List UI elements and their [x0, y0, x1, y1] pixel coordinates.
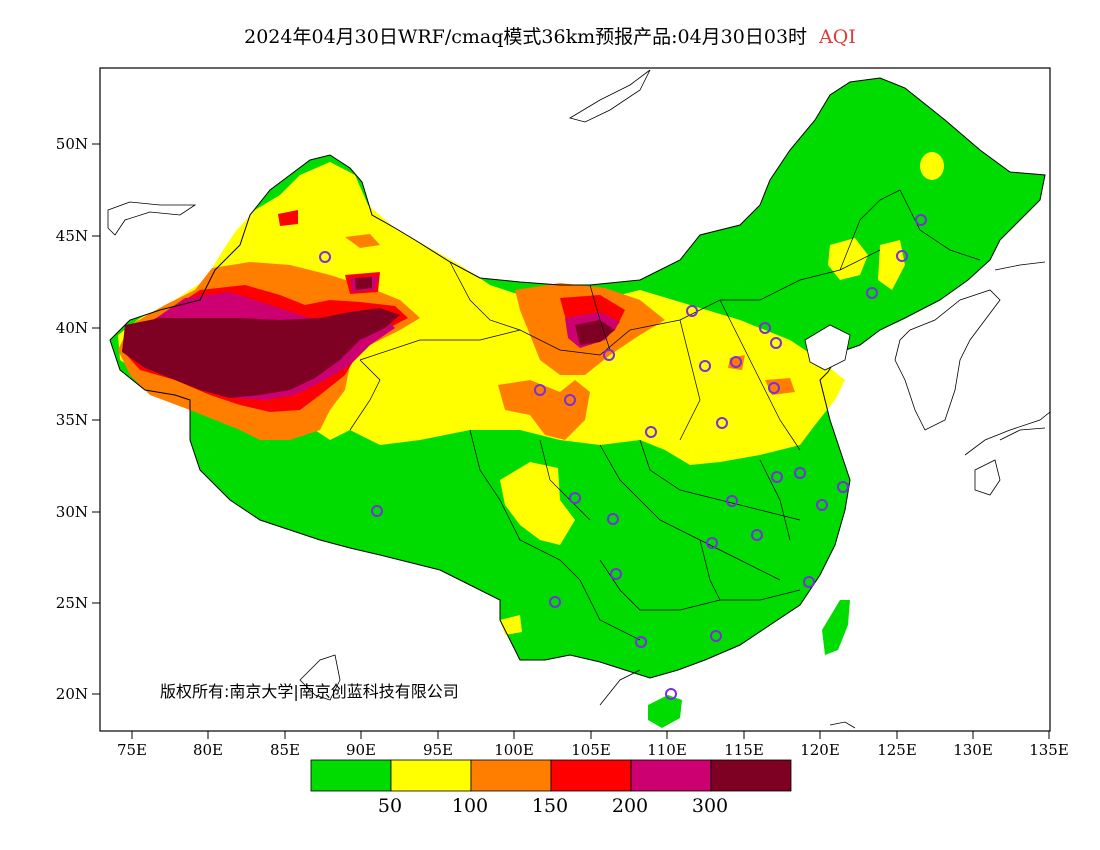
legend-ticks: 50 100 150 200 300 [378, 795, 728, 817]
city-marker [803, 576, 815, 588]
legend-swatch [630, 759, 712, 792]
x-tick-label: 85E [270, 741, 300, 759]
bohai-sea [804, 324, 851, 371]
legend-tick-label: 100 [452, 795, 488, 817]
x-tick-label: 100E [494, 741, 534, 759]
city-marker [569, 492, 581, 504]
aqi-zone-maroon-north [355, 277, 372, 290]
city-marker [837, 481, 849, 493]
city-marker [549, 596, 561, 608]
legend-swatch [710, 759, 792, 792]
city-marker [635, 636, 647, 648]
aqi-zone-maroon-taklamakan [122, 308, 400, 398]
legend-tick-label: 200 [612, 795, 648, 817]
aqi-zone-yellow-sichuan [500, 462, 575, 545]
china-outline [109, 77, 1046, 679]
hainan-island [648, 695, 682, 728]
city-marker [759, 322, 771, 334]
y-tick-label: 20N [56, 685, 88, 703]
city-marker [816, 499, 828, 511]
city-marker [915, 214, 927, 226]
legend-swatch [310, 759, 392, 792]
city-marker [665, 688, 677, 700]
city-marker [771, 471, 783, 483]
city-marker [699, 360, 711, 372]
city-marker [770, 337, 782, 349]
y-tick-label: 40N [56, 319, 88, 337]
x-tick-label: 75E [117, 741, 147, 759]
legend-swatch [470, 759, 552, 792]
aqi-zone-maroon-ningxia [575, 320, 615, 345]
title-main: 2024年04月30日WRF/cmaq模式36km预报产品:04月30日03时 [244, 26, 808, 48]
y-tick-label: 35N [56, 411, 88, 429]
y-tick-label: 50N [56, 135, 88, 153]
y-tick-label: 45N [56, 227, 88, 245]
taiwan-island [822, 600, 850, 655]
aqi-zone-orange-heilongjiang [345, 234, 380, 248]
city-marker [603, 349, 615, 361]
y-tick-label: 30N [56, 503, 88, 521]
city-marker [610, 568, 622, 580]
city-marker [726, 495, 738, 507]
x-tick-label: 95E [423, 741, 453, 759]
x-tick-label: 80E [193, 741, 223, 759]
city-marker [371, 505, 383, 517]
city-marker [716, 417, 728, 429]
city-marker [607, 513, 619, 525]
city-marker [645, 426, 657, 438]
city-marker [896, 250, 908, 262]
city-marker [794, 467, 806, 479]
color-legend [310, 759, 792, 792]
x-tick-label: 90E [346, 741, 376, 759]
x-tick-label: 135E [1029, 741, 1069, 759]
city-marker [319, 251, 331, 263]
city-marker [534, 384, 546, 396]
city-marker [686, 305, 698, 317]
city-marker [564, 394, 576, 406]
aqi-zone-yellow-heilongjiang [920, 152, 944, 180]
x-tick-label: 110E [647, 741, 687, 759]
y-axis [92, 143, 100, 695]
city-marker [768, 382, 780, 394]
city-marker [751, 529, 763, 541]
city-marker [730, 356, 742, 368]
x-axis [131, 731, 1050, 739]
aqi-zone-yellow-northeast [828, 238, 868, 280]
map-title: 2024年04月30日WRF/cmaq模式36km预报产品:04月30日03时 A… [0, 22, 1100, 49]
city-marker [866, 287, 878, 299]
x-tick-label: 120E [800, 741, 840, 759]
legend-swatch [390, 759, 472, 792]
x-tick-label: 105E [571, 741, 611, 759]
city-marker [710, 630, 722, 642]
aqi-zone-red-north [278, 210, 298, 226]
y-tick-label: 25N [56, 594, 88, 612]
x-tick-label: 125E [877, 741, 917, 759]
legend-swatch [550, 759, 632, 792]
legend-tick-label: 50 [378, 795, 402, 817]
x-tick-label: 115E [724, 741, 764, 759]
aqi-zone-orange-northbelt [280, 275, 345, 300]
legend-tick-label: 300 [692, 795, 728, 817]
city-markers [319, 214, 927, 700]
city-marker [706, 537, 718, 549]
legend-tick-label: 150 [532, 795, 568, 817]
map-layers [107, 69, 1050, 729]
copyright-text: 版权所有:南京大学|南京创蓝科技有限公司 [160, 682, 459, 701]
province-boundaries [349, 189, 981, 641]
title-variable: AQI [819, 26, 856, 48]
x-tick-label: 130E [953, 741, 993, 759]
foreign-coastlines [107, 69, 1050, 729]
